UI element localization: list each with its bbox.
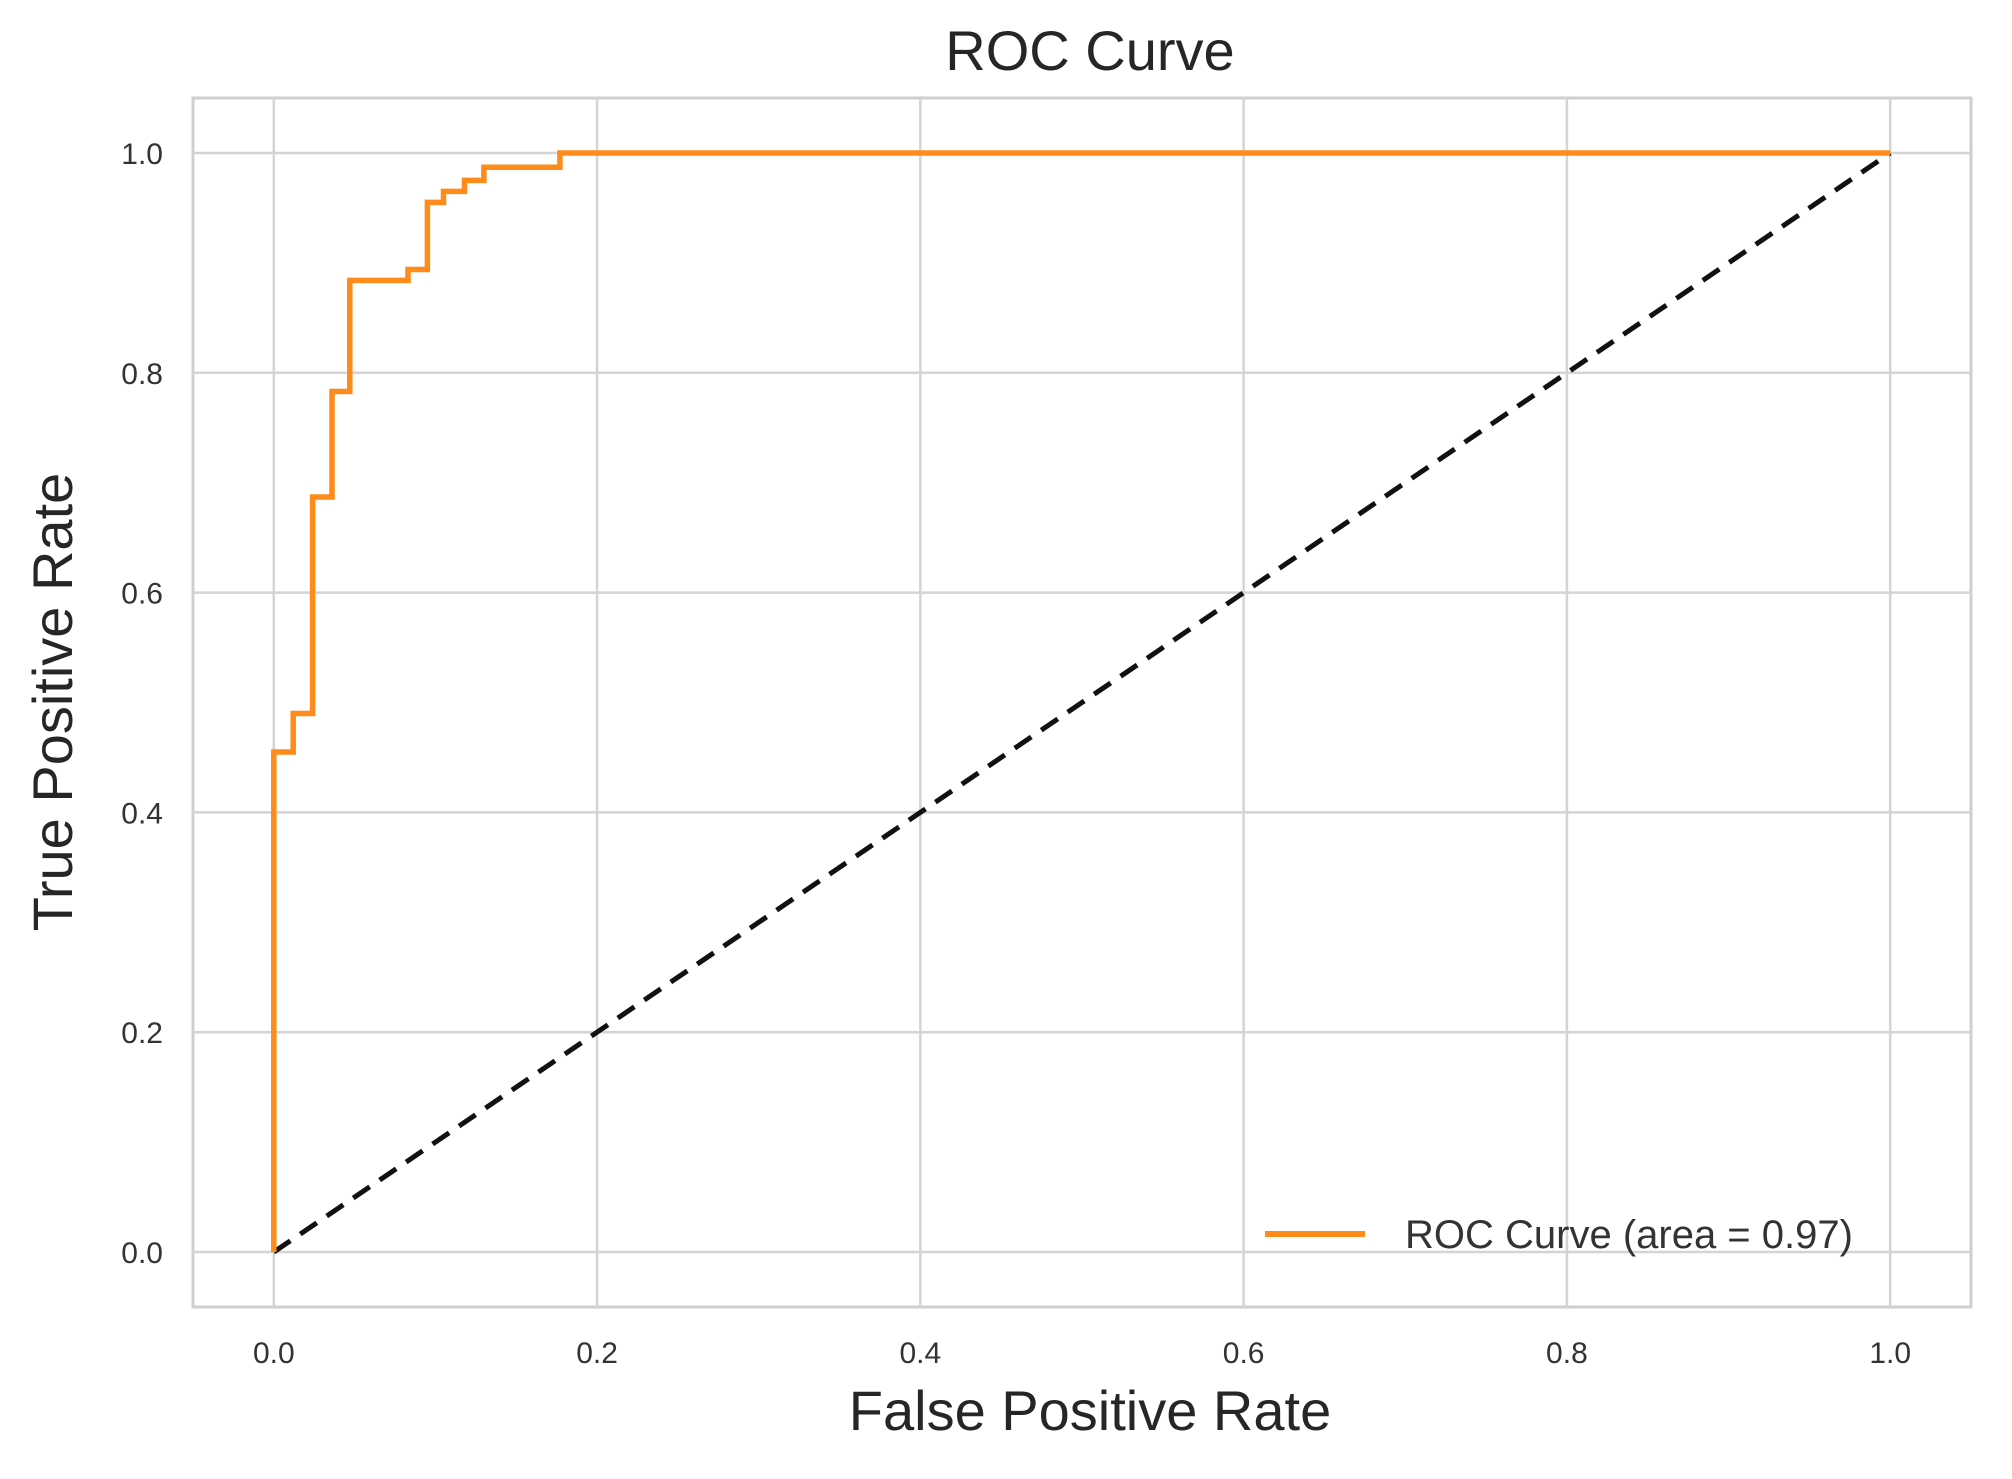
legend-label-roc-curve: ROC Curve (area = 0.97) <box>1405 1213 1853 1257</box>
x-tick-label: 0.2 <box>576 1337 618 1370</box>
x-tick-label: 0.4 <box>900 1337 942 1370</box>
x-tick-labels: 0.0 0.2 0.4 0.6 0.8 1.0 <box>253 1337 1911 1370</box>
x-tick-label: 0.8 <box>1546 1337 1588 1370</box>
chance-diagonal-line <box>272 150 1892 1255</box>
y-axis-label: True Positive Rate <box>21 473 84 932</box>
y-tick-label: 1.0 <box>121 138 163 171</box>
y-tick-label: 0.0 <box>121 1237 163 1270</box>
y-tick-labels: 0.0 0.2 0.4 0.6 0.8 1.0 <box>121 138 163 1270</box>
y-tick-label: 0.6 <box>121 578 163 611</box>
x-axis-label: False Positive Rate <box>849 1379 1331 1442</box>
x-tick-label: 0.0 <box>253 1337 295 1370</box>
legend: ROC Curve (area = 0.97) <box>1265 1213 1853 1257</box>
y-tick-label: 0.4 <box>121 797 163 830</box>
roc-curve-line <box>271 150 1891 1252</box>
y-tick-label: 0.8 <box>121 358 163 391</box>
y-tick-label: 0.2 <box>121 1017 163 1050</box>
series-layer <box>271 150 1892 1255</box>
x-tick-label: 0.6 <box>1223 1337 1265 1370</box>
x-tick-label: 1.0 <box>1869 1337 1911 1370</box>
chart-title: ROC Curve <box>945 19 1234 82</box>
